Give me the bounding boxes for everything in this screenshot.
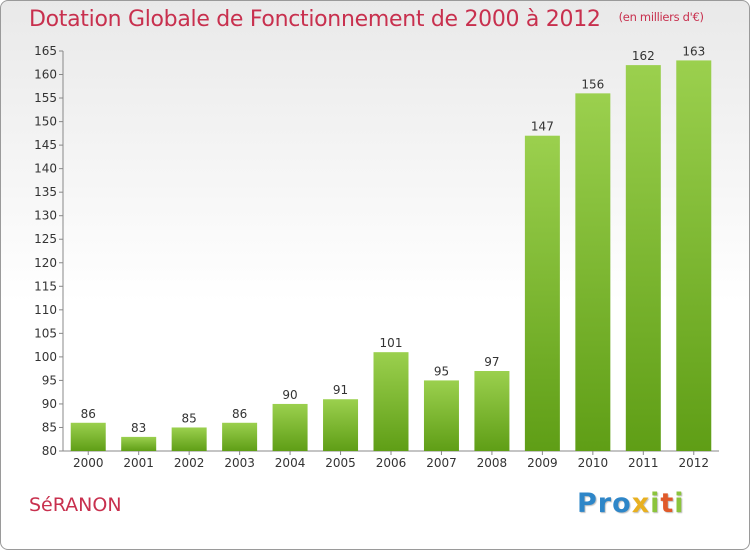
logo-letter: o <box>612 488 632 519</box>
commune-name: SéRANON <box>29 494 122 516</box>
bar-2010 <box>575 93 611 452</box>
x-tick-label-2003: 2003 <box>224 456 255 470</box>
y-tick-label: 155 <box>34 91 57 105</box>
bars: 86 83 85 86 90 91 101 95 97 147 156 162 163 <box>70 44 712 452</box>
y-tick-label: 165 <box>34 44 57 58</box>
data-label-2002: 85 <box>182 411 197 425</box>
bar-2007 <box>423 380 459 451</box>
bar-2009 <box>524 135 560 452</box>
y-tick-label: 150 <box>34 115 57 129</box>
x-tick-label-2005: 2005 <box>325 456 356 470</box>
logo-letter: x <box>631 488 651 519</box>
x-tick-label-2007: 2007 <box>426 456 457 470</box>
x-tick-label-2000: 2000 <box>73 456 104 470</box>
logo-letter: i <box>674 488 685 519</box>
y-tick-label: 105 <box>34 326 57 340</box>
x-tick-label-2002: 2002 <box>174 456 205 470</box>
x-tick-label-2008: 2008 <box>477 456 508 470</box>
data-label-2001: 83 <box>131 421 146 435</box>
y-tick-label: 80 <box>42 444 57 458</box>
x-tick-label-2012: 2012 <box>678 456 709 470</box>
bar-2012 <box>676 60 712 451</box>
title-text: Dotation Globale de Fonctionnement de 20… <box>29 7 601 32</box>
data-label-2000: 86 <box>81 407 96 421</box>
proxiti-logo: Proxiti <box>577 488 685 519</box>
x-tick-label-2009: 2009 <box>527 456 558 470</box>
data-label-2006: 101 <box>380 336 403 350</box>
data-label-2008: 97 <box>484 355 499 369</box>
y-tick-label: 90 <box>42 397 57 411</box>
data-label-2005: 91 <box>333 383 348 397</box>
y-tick-label: 100 <box>34 350 57 364</box>
axes: 80 85 90 95 100 105 110 115 120 125 130 135 140 145 15… <box>34 44 719 470</box>
data-label-2004: 90 <box>282 388 297 402</box>
logo-letter: t <box>660 488 675 519</box>
data-label-2011: 162 <box>632 49 655 63</box>
x-tick-label-2001: 2001 <box>123 456 154 470</box>
x-tick-label-2011: 2011 <box>628 456 659 470</box>
data-label-2012: 163 <box>682 44 705 58</box>
bar-2002 <box>171 427 207 451</box>
x-tick-label-2010: 2010 <box>578 456 609 470</box>
y-tick-label: 85 <box>42 420 57 434</box>
y-tick-label: 140 <box>34 162 57 176</box>
y-tick-label: 135 <box>34 185 57 199</box>
logo-letter: i <box>650 488 661 519</box>
y-tick-label: 120 <box>34 256 57 270</box>
bar-2006 <box>373 352 409 451</box>
y-tick-label: 130 <box>34 209 57 223</box>
y-tick-label: 160 <box>34 68 57 82</box>
bar-2011 <box>625 65 661 451</box>
x-tick-label-2006: 2006 <box>376 456 407 470</box>
bar-2001 <box>121 436 157 451</box>
data-label-2007: 95 <box>434 364 449 378</box>
bar-2003 <box>222 422 258 451</box>
x-tick-label-2004: 2004 <box>275 456 306 470</box>
chart-title: Dotation Globale de Fonctionnement de 20… <box>29 7 704 32</box>
y-tick-label: 115 <box>34 279 57 293</box>
logo-letter: P <box>577 488 598 519</box>
bar-2000 <box>70 422 106 451</box>
y-tick-label: 125 <box>34 232 57 246</box>
logo-letter: r <box>597 488 613 519</box>
bar-2008 <box>474 371 510 451</box>
data-label-2003: 86 <box>232 407 247 421</box>
data-label-2010: 156 <box>581 77 604 91</box>
y-tick-label: 95 <box>42 373 57 387</box>
y-tick-label: 110 <box>34 303 57 317</box>
y-tick-label: 145 <box>34 138 57 152</box>
bar-2005 <box>323 399 359 451</box>
bar-2004 <box>272 403 308 451</box>
data-label-2009: 147 <box>531 120 554 134</box>
title-unit: (en milliers d'€) <box>618 10 704 24</box>
